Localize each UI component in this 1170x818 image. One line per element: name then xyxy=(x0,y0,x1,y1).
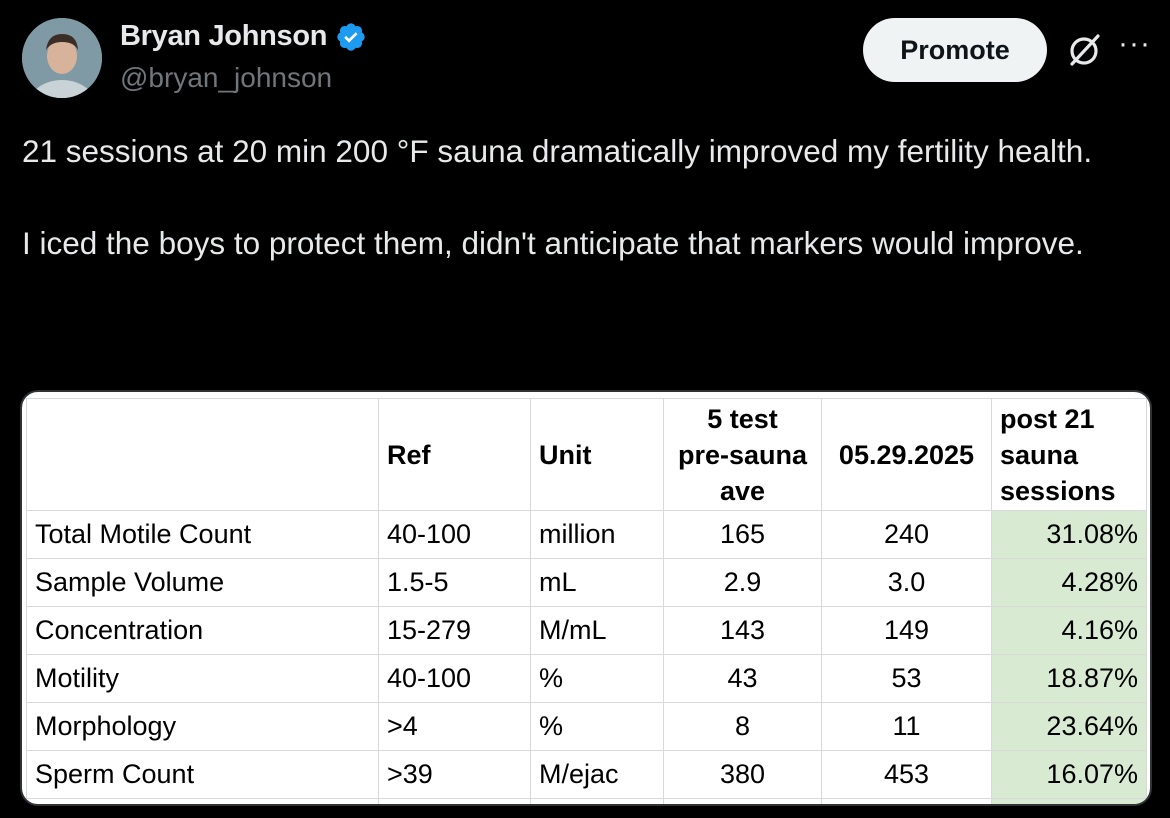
table-cell: 240 xyxy=(821,510,992,559)
table-cell: 40-100 xyxy=(378,654,531,703)
avatar[interactable] xyxy=(22,18,102,98)
table-cell: Sperm Count xyxy=(26,750,379,799)
table-cell: 380 xyxy=(663,750,822,799)
table-spacer-row xyxy=(26,798,1147,804)
table-cell: Concentration xyxy=(26,606,379,655)
avatar-image xyxy=(22,18,102,98)
table-cell: 8 xyxy=(663,702,822,751)
tweet-text: 21 sessions at 20 min 200 °F sauna drama… xyxy=(22,128,1142,266)
table-cell: % xyxy=(530,654,664,703)
table-cell: 143 xyxy=(663,606,822,655)
table-cell: 23.64% xyxy=(991,702,1147,751)
table-cell: 18.87% xyxy=(991,654,1147,703)
author-name-row: Bryan Johnson xyxy=(120,20,367,53)
table-cell: Motility xyxy=(26,654,379,703)
table-cell: M/mL xyxy=(530,606,664,655)
table-cell: 3.0 xyxy=(821,558,992,607)
table-header-cell: Ref xyxy=(378,398,531,511)
table-row: Sperm Count >39 M/ejac 380 453 16.07% xyxy=(26,750,1147,799)
table-header-cell: Unit xyxy=(530,398,664,511)
table-cell xyxy=(821,798,992,804)
table-cell: 1.5-5 xyxy=(378,558,531,607)
table-row: Total Motile Count 40-100 million 165 240 31.… xyxy=(26,510,1147,559)
table-cell: 149 xyxy=(821,606,992,655)
table-header-cell: post 21 sauna sessions xyxy=(991,398,1147,511)
table-cell: 43 xyxy=(663,654,822,703)
table-row: Sample Volume 1.5-5 mL 2.9 3.0 4.28% xyxy=(26,558,1147,607)
more-options-icon[interactable]: ··· xyxy=(1118,27,1151,60)
grok-icon[interactable] xyxy=(1064,30,1104,70)
promote-button[interactable]: Promote xyxy=(863,18,1047,82)
table-cell: 11 xyxy=(821,702,992,751)
table-cell: Total Motile Count xyxy=(26,510,379,559)
table-cell: 40-100 xyxy=(378,510,531,559)
table-cell: Sample Volume xyxy=(26,558,379,607)
table-cell xyxy=(530,798,664,804)
table-cell xyxy=(663,798,822,804)
table-row: Concentration 15-279 M/mL 143 149 4.16% xyxy=(26,606,1147,655)
table-cell xyxy=(26,798,379,804)
table-cell: 16.07% xyxy=(991,750,1147,799)
table-row: Morphology >4% 8 11 23.64% xyxy=(26,702,1147,751)
table-cell: 4.16% xyxy=(991,606,1147,655)
tweet-paragraph: 21 sessions at 20 min 200 °F sauna drama… xyxy=(22,133,1093,169)
table-cell: mL xyxy=(530,558,664,607)
table-header-cell: 05.29.2025 xyxy=(821,398,992,511)
table-cell xyxy=(378,798,531,804)
attached-image-card[interactable]: Ref Unit 5 test pre-sauna ave 05.29.2025 p… xyxy=(20,390,1152,806)
table-cell: 53 xyxy=(821,654,992,703)
table-header-cell xyxy=(26,398,379,511)
table-cell: 4.28% xyxy=(991,558,1147,607)
table-cell: >39 xyxy=(378,750,531,799)
table-cell: million xyxy=(530,510,664,559)
table-cell: 165 xyxy=(663,510,822,559)
table-cell: M/ejac xyxy=(530,750,664,799)
table-cell: 2.9 xyxy=(663,558,822,607)
author-handle[interactable]: @bryan_johnson xyxy=(120,62,333,93)
table-cell: Morphology xyxy=(26,702,379,751)
table-cell xyxy=(991,798,1147,804)
results-table: Ref Unit 5 test pre-sauna ave 05.29.2025 p… xyxy=(26,398,1147,804)
author-display-name[interactable]: Bryan Johnson xyxy=(120,20,328,52)
table-cell: % xyxy=(530,702,664,751)
table-row: Motility 40-100% 43 53 18.87% xyxy=(26,654,1147,703)
table-cell: 15-279 xyxy=(378,606,531,655)
table-cell: 453 xyxy=(821,750,992,799)
tweet-paragraph: I iced the boys to protect them, didn't … xyxy=(22,225,1084,261)
table-header-cell: 5 test pre-sauna ave xyxy=(663,398,822,511)
table-cell: 31.08% xyxy=(991,510,1147,559)
table-cell: >4 xyxy=(378,702,531,751)
table-header-row: Ref Unit 5 test pre-sauna ave 05.29.2025 p… xyxy=(26,398,1147,511)
verified-badge-icon xyxy=(337,22,365,51)
